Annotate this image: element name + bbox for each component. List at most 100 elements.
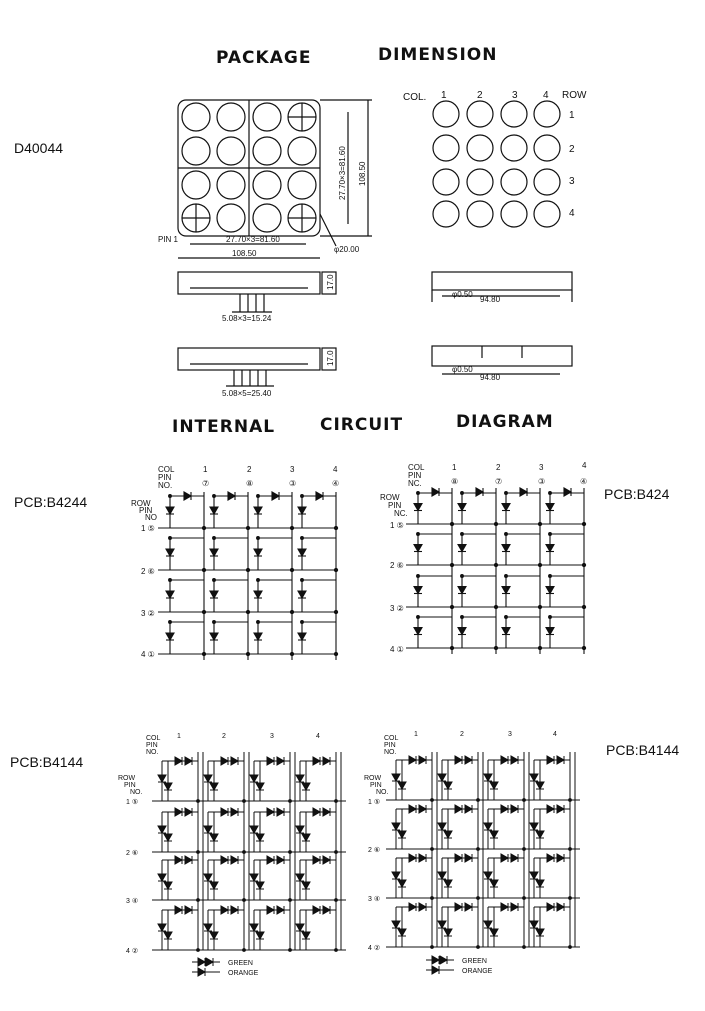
led-outline <box>216 170 246 200</box>
diode-symbol <box>295 873 305 883</box>
diode-symbol <box>556 853 566 863</box>
led-outline <box>533 168 561 196</box>
junction-dot <box>537 645 543 651</box>
diode-symbol <box>165 548 175 558</box>
junction-dot <box>289 609 295 615</box>
junction-dot <box>334 948 338 952</box>
b4144r-col-3: 3 <box>508 731 512 738</box>
diode-symbol <box>266 807 276 817</box>
junction-dot <box>256 536 260 540</box>
b4144l-col-1: 1 <box>177 733 181 740</box>
junction-dot <box>256 494 260 498</box>
dim-pins-2: 5.08×5=25.40 <box>222 389 272 398</box>
junction-dot <box>245 651 251 657</box>
b4144l-no-label: NO. <box>146 749 159 756</box>
led-outline <box>287 136 317 166</box>
diode-symbol <box>253 548 263 558</box>
b4144l-pin-label: PIN <box>146 742 158 749</box>
led-outline <box>216 203 246 233</box>
b424-row-head-3: NC. <box>394 509 408 518</box>
junction-dot <box>581 562 587 568</box>
junction-dot <box>476 896 480 900</box>
b424-row-4: 4 ① <box>390 645 404 654</box>
diode-symbol <box>397 879 407 889</box>
diode-symbol <box>297 548 307 558</box>
diode-symbol <box>391 871 401 881</box>
b4244-no-label: NO. <box>158 481 172 490</box>
diode-symbol <box>464 755 474 765</box>
diode-symbol <box>519 487 529 497</box>
diode-symbol <box>184 756 194 766</box>
junction-dot <box>476 945 480 949</box>
dim-len-2: 94.80 <box>480 373 501 382</box>
heading-circuit: CIRCUIT <box>320 415 404 435</box>
junction-dot <box>334 850 338 854</box>
junction-dot <box>449 645 455 651</box>
diode-symbol <box>249 825 259 835</box>
junction-dot <box>289 651 295 657</box>
b4144l-col-3: 3 <box>270 733 274 740</box>
diode-symbol <box>483 822 493 832</box>
junction-dot <box>201 567 207 573</box>
diode-symbol <box>437 773 447 783</box>
b4144l-row-4: 4 ② <box>126 947 138 955</box>
junction-dot <box>522 945 526 949</box>
diode-symbol <box>437 920 447 930</box>
led-outline <box>533 134 561 162</box>
led-outline <box>500 100 528 128</box>
model-label-pcb-b424: PCB:B424 <box>604 486 670 502</box>
diode-symbol <box>276 905 286 915</box>
led-outline <box>533 200 561 228</box>
junction-dot <box>196 799 200 803</box>
b4144l-row-head-1: ROW <box>118 775 136 782</box>
b424-no-label: NC. <box>408 479 422 488</box>
junction-dot <box>289 525 295 531</box>
junction-dot <box>460 532 464 536</box>
b4144l-row-2: 2 ⑥ <box>126 849 138 857</box>
junction-dot <box>288 948 292 952</box>
b4244-col-label: COL <box>158 465 175 474</box>
diode-symbol <box>295 825 305 835</box>
front-col-1: 1 <box>441 90 447 101</box>
b4144l-legend-green: GREEN <box>228 960 253 967</box>
b4144l-row-3: 3 ④ <box>126 897 138 905</box>
diode-symbol <box>157 825 167 835</box>
led-outline <box>466 168 494 196</box>
dim-hole: φ20.00 <box>334 245 360 254</box>
b4144r-no-label: NO. <box>384 749 397 756</box>
b4144l-col-label: COL <box>146 735 161 742</box>
diode-symbol <box>266 905 276 915</box>
b4244-row-4: 4 ① <box>141 650 155 659</box>
b4244-row-head-3: NO <box>145 513 157 522</box>
diode-symbol <box>312 905 322 915</box>
diode-symbol <box>397 830 407 840</box>
junction-dot <box>548 615 552 619</box>
diode-symbol <box>413 626 423 636</box>
diode-symbol <box>529 920 539 930</box>
junction-dot <box>449 562 455 568</box>
junction-dot <box>460 615 464 619</box>
diode-symbol <box>253 590 263 600</box>
junction-dot <box>568 896 572 900</box>
diode-symbol <box>220 756 230 766</box>
diode-symbol <box>443 928 453 938</box>
diode-symbol <box>209 590 219 600</box>
package-top-circles <box>181 102 317 233</box>
junction-dot <box>242 948 246 952</box>
junction-dot <box>245 525 251 531</box>
front-col-label: COL. <box>403 92 426 103</box>
led-outline <box>432 134 460 162</box>
heading-dimension: DIMENSION <box>378 45 498 65</box>
diode-symbol <box>431 487 441 497</box>
diode-symbol <box>489 928 499 938</box>
b424-row-1: 1 ⑤ <box>390 521 404 530</box>
diode-symbol <box>322 855 332 865</box>
junction-dot <box>212 620 216 624</box>
pin1-label: PIN 1 <box>158 235 179 244</box>
junction-dot <box>568 798 572 802</box>
led-outline <box>287 170 317 200</box>
diode-symbol <box>227 491 237 501</box>
junction-dot <box>476 847 480 851</box>
diode-symbol <box>443 879 453 889</box>
